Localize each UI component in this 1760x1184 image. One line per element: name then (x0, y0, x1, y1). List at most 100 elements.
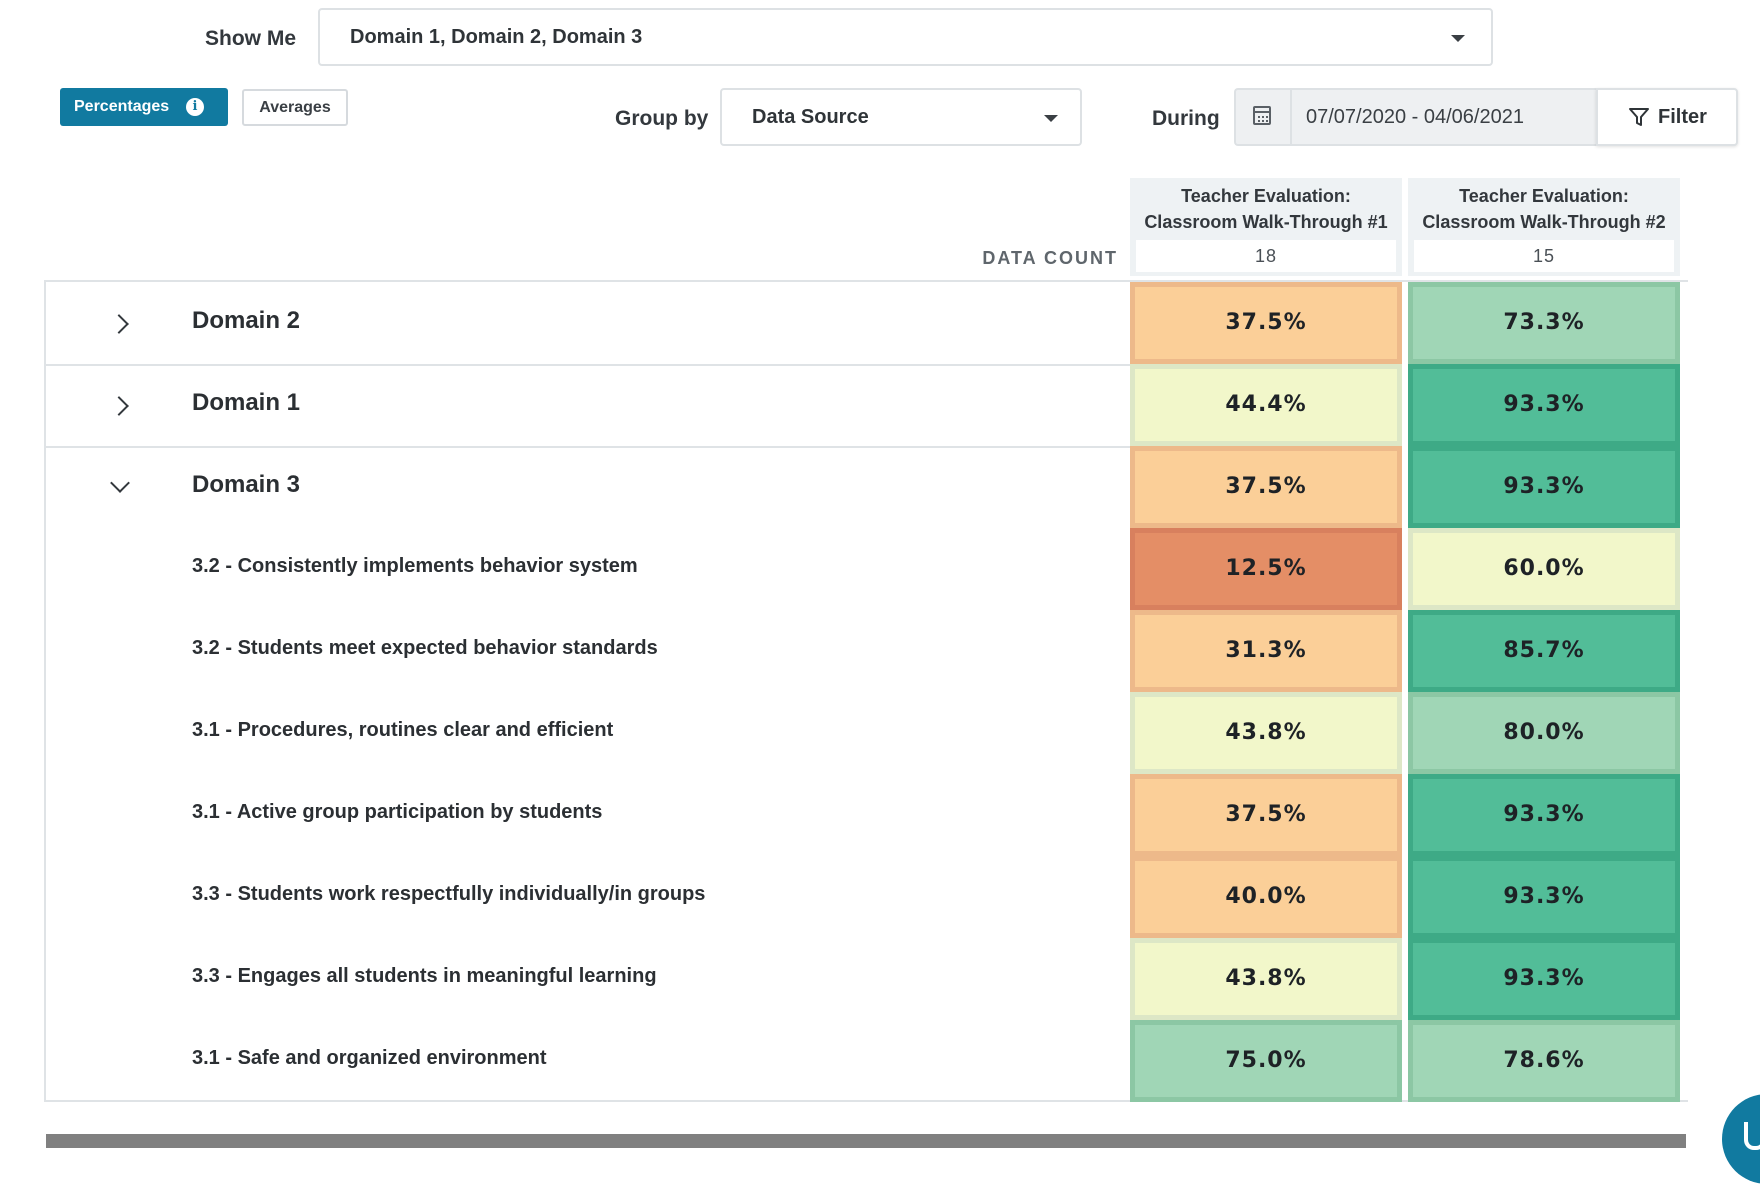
percentage-cell: 43.8% (1130, 938, 1402, 1020)
percentage-value: 85.7% (1413, 615, 1675, 687)
filter-label: Filter (1658, 106, 1707, 128)
percentage-cell: 37.5% (1130, 282, 1402, 364)
percentage-cell: 60.0% (1408, 528, 1680, 610)
averages-button[interactable]: Averages (242, 89, 348, 126)
indicator-label: 3.1 - Active group participation by stud… (192, 801, 603, 823)
percentage-cell: 73.3% (1408, 282, 1680, 364)
percentage-value: 75.0% (1135, 1025, 1397, 1097)
table-row: 3.1 - Procedures, routines clear and eff… (46, 692, 1130, 774)
percentage-cell: 40.0% (1130, 856, 1402, 938)
percentages-button[interactable]: Percentages i (60, 88, 228, 126)
percentage-value: 93.3% (1413, 861, 1675, 933)
percentage-cell: 93.3% (1408, 446, 1680, 528)
filter-button[interactable]: Filter (1596, 88, 1738, 146)
column-header-line2: Classroom Walk-Through #2 (1422, 212, 1666, 232)
table-row: 3.1 - Active group participation by stud… (46, 774, 1130, 856)
percentage-cell: 85.7% (1408, 610, 1680, 692)
chevron-down-icon[interactable] (110, 473, 130, 493)
chat-button[interactable] (1722, 1094, 1760, 1184)
percentage-value: 93.3% (1413, 451, 1675, 523)
percentage-cell: 93.3% (1408, 856, 1680, 938)
date-range-picker[interactable]: 07/07/2020 - 04/06/2021 (1234, 88, 1596, 146)
row-divider (44, 364, 1130, 366)
table-row: 3.2 - Consistently implements behavior s… (46, 528, 1130, 610)
percentage-value: 93.3% (1413, 369, 1675, 441)
domain-row[interactable]: Domain 2 (46, 282, 1130, 364)
domain-row[interactable]: Domain 1 (46, 364, 1130, 446)
percentage-cell: 78.6% (1408, 1020, 1680, 1102)
percentage-cell: 37.5% (1130, 774, 1402, 856)
percentage-value: 80.0% (1413, 697, 1675, 769)
percentage-value: 37.5% (1135, 451, 1397, 523)
chevron-right-icon[interactable] (109, 396, 129, 416)
data-count-value: 18 (1136, 240, 1396, 272)
percentage-cell: 44.4% (1130, 364, 1402, 446)
percentage-value: 40.0% (1135, 861, 1397, 933)
data-count-label: DATA COUNT (982, 248, 1118, 268)
during-label: During (1152, 107, 1220, 130)
percentage-value: 31.3% (1135, 615, 1397, 687)
show-me-label: Show Me (205, 27, 297, 50)
percentages-label: Percentages (74, 98, 170, 115)
percentage-value: 78.6% (1413, 1025, 1675, 1097)
percentage-value: 93.3% (1413, 943, 1675, 1015)
horizontal-scrollbar[interactable] (46, 1134, 1686, 1148)
info-icon[interactable]: i (186, 98, 204, 116)
group-by-select[interactable]: Data Source (720, 88, 1082, 146)
group-by-label: Group by (615, 107, 709, 130)
indicator-label: 3.1 - Safe and organized environment (192, 1047, 547, 1069)
percentage-value: 37.5% (1135, 287, 1397, 359)
indicator-label: 3.3 - Engages all students in meaningful… (192, 965, 657, 987)
chat-icon (1744, 1122, 1760, 1150)
table-row: 3.3 - Engages all students in meaningful… (46, 938, 1130, 1020)
percentage-value: 73.3% (1413, 287, 1675, 359)
column-header-line2: Classroom Walk-Through #1 (1144, 212, 1388, 232)
calendar-icon (1253, 106, 1271, 125)
percentage-cell: 37.5% (1130, 446, 1402, 528)
caret-down-icon (1451, 35, 1465, 42)
results-table (44, 280, 1688, 1102)
percentage-cell: 31.3% (1130, 610, 1402, 692)
data-count-cell: 18 (1130, 240, 1402, 276)
calendar-button[interactable] (1236, 90, 1292, 144)
table-row: 3.2 - Students meet expected behavior st… (46, 610, 1130, 692)
percentage-cell: 80.0% (1408, 692, 1680, 774)
percentage-value: 37.5% (1135, 779, 1397, 851)
indicator-label: 3.3 - Students work respectfully individ… (192, 883, 706, 905)
percentage-value: 93.3% (1413, 779, 1675, 851)
indicator-label: 3.2 - Students meet expected behavior st… (192, 637, 658, 659)
percentage-cell: 43.8% (1130, 692, 1402, 774)
column-header-walkthrough-1: Teacher Evaluation: Classroom Walk-Throu… (1130, 178, 1402, 240)
column-header-walkthrough-2: Teacher Evaluation: Classroom Walk-Throu… (1408, 178, 1680, 240)
percentage-cell: 75.0% (1130, 1020, 1402, 1102)
percentage-cell: 12.5% (1130, 528, 1402, 610)
domain-label: Domain 2 (192, 307, 301, 334)
table-row: 3.3 - Students work respectfully individ… (46, 856, 1130, 938)
percentage-cell: 93.3% (1408, 774, 1680, 856)
percentage-cell: 93.3% (1408, 938, 1680, 1020)
indicator-label: 3.2 - Consistently implements behavior s… (192, 555, 638, 577)
column-header-line1: Teacher Evaluation: (1181, 186, 1351, 206)
table-row: 3.1 - Safe and organized environment (46, 1020, 1130, 1102)
column-header-line1: Teacher Evaluation: (1459, 186, 1629, 206)
date-range-value: 07/07/2020 - 04/06/2021 (1306, 106, 1524, 128)
percentage-value: 43.8% (1135, 697, 1397, 769)
data-count-cell: 15 (1408, 240, 1680, 276)
chevron-right-icon[interactable] (109, 314, 129, 334)
percentage-value: 44.4% (1135, 369, 1397, 441)
row-divider (44, 446, 1130, 448)
domain-label: Domain 3 (192, 471, 301, 498)
domain-label: Domain 1 (192, 389, 301, 416)
percentage-value: 43.8% (1135, 943, 1397, 1015)
funnel-icon (1629, 108, 1649, 126)
data-count-value: 15 (1414, 240, 1674, 272)
domain-row[interactable]: Domain 3 (46, 446, 1130, 528)
percentage-value: 60.0% (1413, 533, 1675, 605)
percentage-cell: 93.3% (1408, 364, 1680, 446)
percentage-value: 12.5% (1135, 533, 1397, 605)
show-me-select[interactable]: Domain 1, Domain 2, Domain 3 (318, 8, 1493, 66)
show-me-value: Domain 1, Domain 2, Domain 3 (350, 26, 643, 48)
indicator-label: 3.1 - Procedures, routines clear and eff… (192, 719, 614, 741)
group-by-value: Data Source (752, 106, 869, 128)
caret-down-icon (1044, 115, 1058, 122)
